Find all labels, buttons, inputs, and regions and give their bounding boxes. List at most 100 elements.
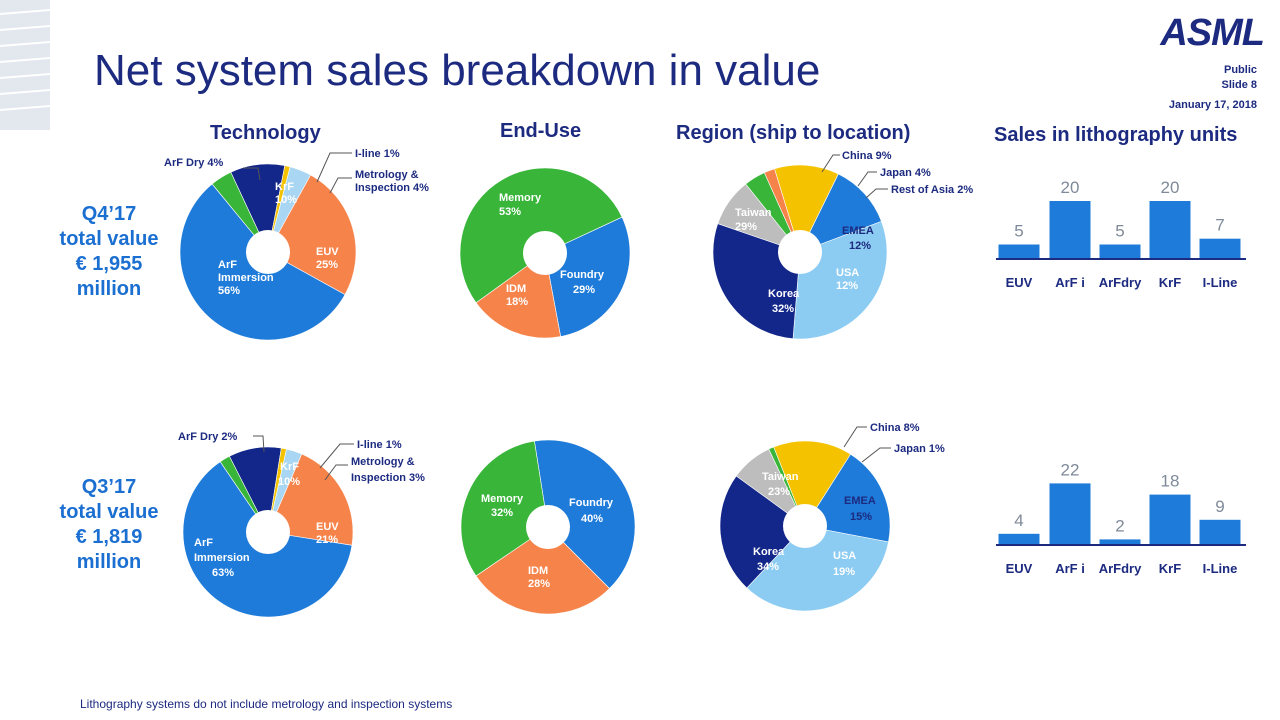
q4-technology-pie	[179, 163, 357, 341]
q3-tech-label-metrology: Metrology & Inspection 3%	[351, 456, 425, 484]
q4-units-bars: 5 EUV 20 ArF i 5 ArFdry 20 KrF 7 I-Line	[996, 178, 1246, 290]
q3-units-category-label-arf-i: ArF i	[1055, 561, 1085, 576]
q3-technology-donut-hole	[246, 510, 290, 554]
q4-region-label-emea-pct: 12%	[849, 240, 871, 252]
q3-region-label-japan: Japan 1%	[894, 443, 945, 455]
q3-units-bar-i-line	[1199, 519, 1241, 545]
q4-tech-leader-i-line	[316, 152, 352, 183]
q4-region-label-rest-of-asia: Rest of Asia 2%	[891, 184, 973, 196]
q3-tech-label-i-line: I-line 1%	[357, 439, 402, 451]
q3-region-label-taiwan: Taiwan	[762, 471, 799, 483]
q3-tech-label-krf: KrF	[280, 461, 299, 473]
q4-tech-leader-metrology	[329, 177, 352, 194]
q4-technology-slice-euv-25	[267, 174, 357, 296]
q4-technology-slice-arf-dry-4	[211, 171, 269, 253]
q4-period: Q4’17	[81, 203, 137, 225]
q3-tech-label-arf-dry: ArF Dry 2%	[178, 431, 238, 443]
q3-region-slice-taiwan-23	[719, 475, 806, 589]
q3-tech-leader-i-line	[319, 443, 354, 469]
header-sales-units: Sales in lithography units	[994, 124, 1238, 146]
q4-units-bar-i-line	[1199, 238, 1241, 259]
q4-unit: million	[76, 278, 142, 300]
q3-region-label-emea: EMEA	[844, 495, 876, 507]
q4-region-leader-japan	[857, 171, 877, 187]
q4-units-value-label-i-line: 7	[1215, 216, 1224, 235]
q3-region-pie	[719, 440, 891, 612]
q3-region-donut-hole	[783, 504, 827, 548]
q3-units-value-label-euv: 4	[1014, 511, 1023, 530]
q4-units-category-label-krf: KrF	[1159, 275, 1181, 290]
q4-units-bar-krf	[1149, 201, 1191, 259]
decorative-stripes	[0, 0, 50, 130]
q4-region-label-usa: USA 12%	[836, 267, 859, 292]
q3-end-use-label-memory-pct: 32%	[491, 507, 513, 519]
q4-region-label-taiwan: Taiwan 29%	[735, 207, 772, 233]
q3-region-label-china: China 8%	[870, 422, 920, 434]
q3-amount: € 1,819	[75, 526, 143, 548]
q4-total-value-label: Q4’17 total value € 1,955 million	[52, 202, 166, 302]
q3-unit: million	[76, 551, 142, 573]
q4-tech-label-arf-dry: ArF Dry 4%	[164, 157, 224, 169]
q4-units-bar-euv	[998, 244, 1040, 259]
q3-end-use-label-foundry-pct: 40%	[581, 513, 603, 525]
q4-region-pie	[712, 164, 888, 340]
q3-technology-pie	[182, 446, 354, 618]
header-region: Region (ship to location)	[676, 122, 911, 144]
q4-region-donut-hole	[778, 230, 822, 274]
q3-region-leader-japan	[861, 447, 891, 463]
header-technology: Technology	[210, 122, 321, 144]
q4-units-category-label-euv: EUV	[1006, 275, 1033, 290]
q3-end-use-label-memory: Memory	[481, 493, 524, 505]
q3-technology-slice-euv-21	[267, 453, 354, 546]
q4-tech-label-metrology: Metrology & Inspection 4%	[355, 169, 429, 194]
q4-units-bar-arf-i	[1049, 201, 1091, 259]
q3-units-category-label-i-line: I-Line	[1203, 561, 1238, 576]
q4-units-value-label-krf: 20	[1161, 178, 1180, 197]
q3-units-bar-arfdry	[1099, 539, 1141, 545]
q4-units-value-label-arf-i: 20	[1061, 178, 1080, 197]
q4-end-use-slice-foundry-29	[544, 216, 631, 337]
q3-end-use-label-foundry: Foundry	[569, 497, 614, 509]
q4-total-text: total value	[59, 228, 159, 250]
page-title: Net system sales breakdown in value	[94, 46, 821, 95]
q4-tech-label-krf: KrF 10%	[275, 181, 297, 206]
q3-region-slice-emea-15	[773, 440, 851, 527]
q3-units-category-label-krf: KrF	[1159, 561, 1181, 576]
q3-region-label-emea-pct: 15%	[850, 511, 872, 523]
q4-units-category-label-i-line: I-Line	[1203, 275, 1238, 290]
q4-end-use-label-memory: Memory 53%	[499, 192, 542, 218]
q3-end-use-pie	[460, 439, 636, 615]
q3-total-value-label: Q3’17 total value € 1,819 million	[52, 475, 166, 575]
q4-technology-donut-hole	[246, 230, 290, 274]
q3-tech-label-immersion-pct: 63%	[212, 567, 234, 579]
q3-tech-label-immersion: Immersion	[194, 552, 250, 564]
q4-end-use-pie	[459, 167, 631, 339]
q3-region-leader-china	[843, 426, 867, 448]
q3-units-value-label-arf-i: 22	[1061, 460, 1080, 479]
q3-region-label-korea: Korea	[753, 546, 785, 558]
q4-region-label-japan: Japan 4%	[880, 167, 931, 179]
q4-end-use-label-idm: IDM 18%	[506, 283, 528, 308]
q3-end-use-slice-idm-28	[475, 526, 610, 615]
q3-units-bars: 4 EUV 22 ArF i 2 ArFdry 18 KrF 9 I-Line	[996, 460, 1246, 576]
q4-tech-label-arf-immersion: ArF Immersion 56%	[218, 259, 274, 297]
q3-units-value-label-krf: 18	[1161, 472, 1180, 491]
q4-end-use-label-foundry: Foundry	[560, 269, 605, 281]
q3-total-text: total value	[59, 501, 159, 523]
q3-tech-leader-arf-dry	[253, 435, 265, 453]
q3-units-value-label-arfdry: 2	[1115, 516, 1124, 535]
q4-units-value-label-arfdry: 5	[1115, 222, 1124, 241]
q3-end-use-slice-foundry-40	[534, 439, 636, 589]
q3-units-bar-euv	[998, 533, 1040, 545]
q3-region-label-taiwan-pct: 23%	[768, 486, 790, 498]
q3-units-value-label-i-line: 9	[1215, 497, 1224, 516]
q4-region-leader-china	[821, 154, 840, 173]
q3-region-label-usa: USA 19%	[833, 550, 856, 578]
q3-tech-leader-metrology	[324, 464, 348, 481]
q3-end-use-slice-memory-32	[460, 440, 549, 577]
slide-number: Slide 8	[1221, 79, 1257, 91]
q3-region-slice-usa-19	[804, 453, 891, 543]
q4-region-slice-emea-12	[774, 164, 839, 253]
q4-end-use-donut-hole	[523, 231, 567, 275]
